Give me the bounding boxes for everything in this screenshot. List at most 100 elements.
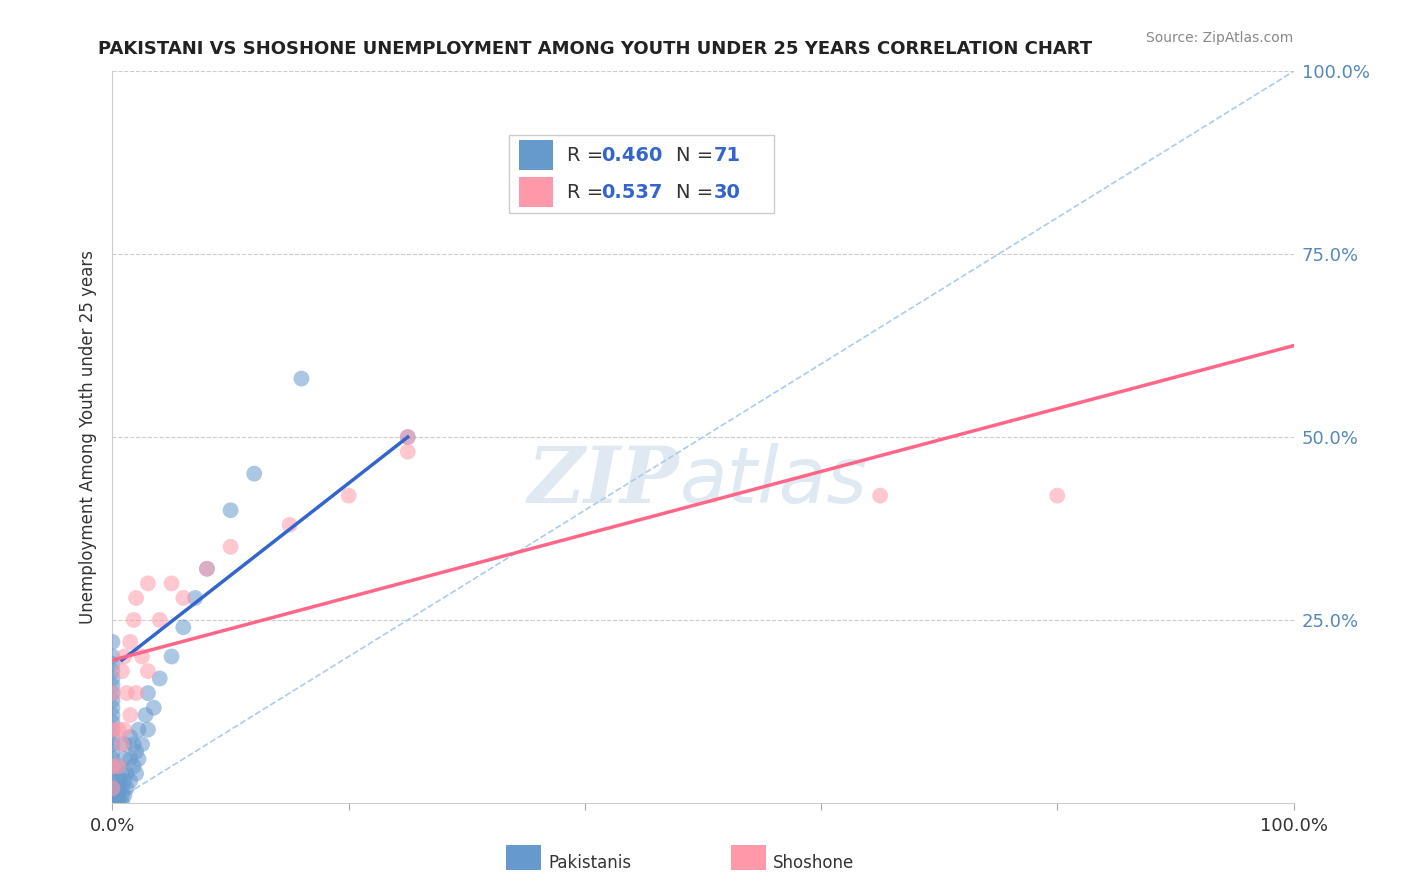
Text: R =: R =	[567, 183, 603, 202]
Point	[125, 686, 148, 700]
Point	[195, 562, 218, 576]
Point	[101, 759, 124, 773]
Point	[101, 781, 124, 796]
Point	[111, 766, 134, 780]
Point	[112, 723, 135, 737]
Point	[101, 686, 124, 700]
Point	[101, 796, 124, 810]
Point	[101, 730, 124, 744]
Point	[107, 789, 129, 803]
Point	[101, 657, 124, 671]
Point	[107, 773, 129, 788]
Point	[101, 693, 124, 707]
Point	[101, 759, 124, 773]
Bar	[519, 178, 554, 207]
Point	[112, 649, 135, 664]
Point	[125, 766, 148, 780]
Point	[219, 540, 242, 554]
Point	[122, 737, 145, 751]
Point	[111, 737, 134, 751]
Point	[149, 672, 172, 686]
Point	[290, 371, 312, 385]
Point	[101, 773, 124, 788]
Point	[396, 444, 419, 458]
Point	[136, 723, 159, 737]
Point	[101, 796, 124, 810]
Point	[120, 730, 142, 744]
Point	[127, 752, 149, 766]
Text: 71: 71	[714, 145, 741, 164]
Point	[101, 796, 124, 810]
Point	[136, 664, 159, 678]
Point	[107, 759, 129, 773]
Point	[111, 789, 134, 803]
Point	[1046, 489, 1069, 503]
Point	[172, 620, 194, 634]
Text: 30: 30	[714, 183, 741, 202]
Y-axis label: Unemployment Among Youth under 25 years: Unemployment Among Youth under 25 years	[79, 250, 97, 624]
Text: N =: N =	[676, 183, 713, 202]
Point	[160, 576, 183, 591]
Point	[101, 635, 124, 649]
Text: PAKISTANI VS SHOSHONE UNEMPLOYMENT AMONG YOUTH UNDER 25 YEARS CORRELATION CHART: PAKISTANI VS SHOSHONE UNEMPLOYMENT AMONG…	[98, 40, 1092, 58]
Point	[111, 781, 134, 796]
Point	[101, 723, 124, 737]
Text: 0.537: 0.537	[602, 183, 662, 202]
Point	[160, 649, 183, 664]
Point	[131, 649, 153, 664]
Point	[107, 781, 129, 796]
Point	[120, 752, 142, 766]
Point	[107, 759, 129, 773]
Point	[149, 613, 172, 627]
Point	[101, 781, 124, 796]
Point	[101, 672, 124, 686]
Point	[101, 766, 124, 780]
Point	[184, 591, 207, 605]
Point	[111, 664, 134, 678]
Point	[101, 796, 124, 810]
Point	[195, 562, 218, 576]
Point	[101, 781, 124, 796]
Point	[278, 517, 301, 532]
Text: Shoshone: Shoshone	[773, 854, 855, 871]
Point	[869, 489, 891, 503]
Point	[112, 773, 135, 788]
Point	[120, 708, 142, 723]
Point	[101, 789, 124, 803]
Point	[136, 576, 159, 591]
Point	[112, 752, 135, 766]
Point	[396, 430, 419, 444]
Point	[396, 430, 419, 444]
Point	[101, 796, 124, 810]
Point	[142, 700, 165, 714]
Point	[125, 745, 148, 759]
Text: atlas: atlas	[679, 443, 868, 519]
Point	[122, 613, 145, 627]
Point	[101, 752, 124, 766]
Point	[125, 591, 148, 605]
Point	[107, 796, 129, 810]
Point	[127, 723, 149, 737]
Bar	[519, 140, 554, 170]
Point	[131, 737, 153, 751]
Text: N =: N =	[676, 145, 713, 164]
Point	[107, 723, 129, 737]
Point	[101, 796, 124, 810]
Point	[135, 708, 157, 723]
Point	[101, 796, 124, 810]
Point	[115, 686, 138, 700]
Text: Source: ZipAtlas.com: Source: ZipAtlas.com	[1146, 31, 1294, 45]
Point	[337, 489, 360, 503]
Point	[101, 796, 124, 810]
Text: 0.460: 0.460	[602, 145, 662, 164]
Point	[101, 723, 124, 737]
Point	[111, 796, 134, 810]
Point	[122, 759, 145, 773]
Point	[172, 591, 194, 605]
Text: ZIP: ZIP	[527, 442, 679, 519]
Point	[101, 715, 124, 730]
Text: Pakistanis: Pakistanis	[548, 854, 631, 871]
Point	[101, 649, 124, 664]
Point	[101, 796, 124, 810]
Point	[101, 789, 124, 803]
